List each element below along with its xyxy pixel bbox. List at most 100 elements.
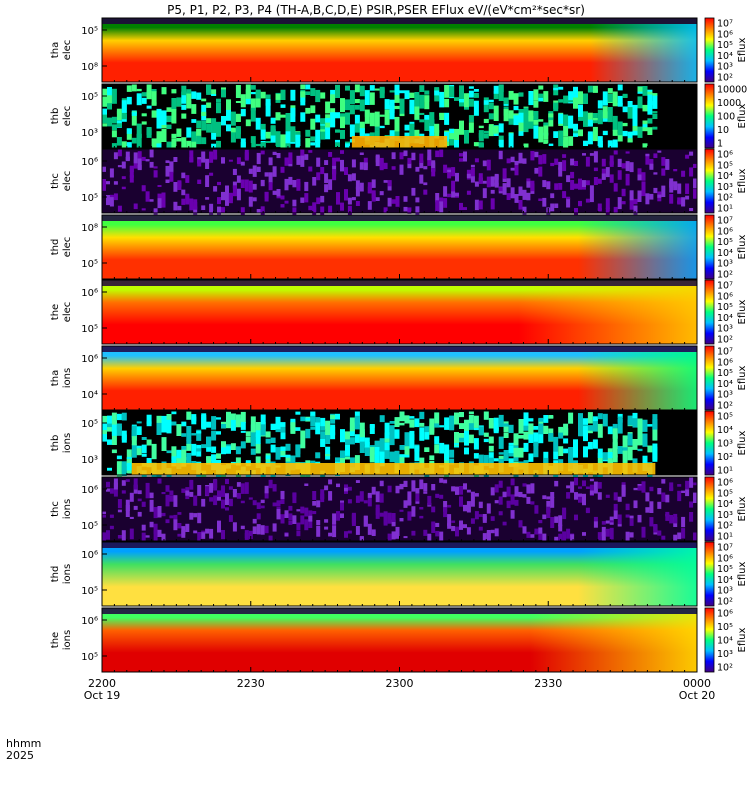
- spectrogram-pixel: [391, 166, 396, 170]
- spectrogram-fade: [578, 221, 697, 279]
- spectrogram-pixel: [424, 114, 430, 120]
- spectrogram-pixel: [196, 448, 202, 452]
- spectrogram-pixel: [216, 98, 221, 103]
- spectrogram-pixel: [459, 433, 464, 443]
- spectrogram-pixel: [355, 495, 360, 503]
- spectrogram-pixel: [389, 451, 395, 463]
- spectrogram-pixel: [296, 522, 301, 531]
- spectrogram-pixel: [513, 105, 519, 111]
- spectrogram-pixel: [375, 154, 380, 163]
- spectrogram-pixel: [345, 112, 350, 125]
- spectrogram-pixel: [117, 205, 122, 212]
- spectrogram-pixel: [528, 110, 534, 120]
- spectrogram-pixel: [447, 523, 452, 529]
- spectrogram-pixel: [498, 480, 503, 488]
- spectrogram-pixel: [355, 180, 360, 190]
- spectrogram-pixel: [439, 425, 445, 428]
- spectrogram-pixel: [528, 101, 534, 106]
- spectrogram-pixel: [225, 493, 229, 505]
- spectrogram-pixel: [173, 201, 178, 211]
- panel-ylabel-probe: tha: [50, 42, 61, 58]
- spectrogram-pixel: [633, 501, 638, 509]
- spectrogram-pixel: [530, 483, 535, 494]
- spectrogram-pixel: [186, 453, 192, 465]
- spectrogram-pixel: [305, 84, 311, 90]
- spectrogram-pixel: [625, 173, 630, 186]
- spectrogram-pixel: [404, 415, 410, 424]
- spectrogram-pixel: [518, 109, 524, 113]
- spectrogram-pixel: [685, 154, 690, 159]
- spectrogram-pixel: [355, 186, 360, 197]
- spectrogram-pixel: [270, 129, 276, 143]
- spectrogram-pixel: [498, 84, 504, 92]
- spectrogram-pixel: [451, 167, 456, 177]
- spectrogram-pixel: [116, 461, 122, 478]
- spectrogram-pixel: [435, 530, 440, 537]
- spectrogram-pixel: [483, 411, 489, 420]
- spectrogram-pixel: [589, 478, 594, 482]
- spectrogram-pixel: [109, 196, 114, 207]
- spectrogram-pixel: [439, 95, 445, 108]
- spectrogram-pixel: [228, 498, 233, 507]
- spectrogram-pixel: [585, 507, 590, 512]
- spectrogram-pixel: [526, 192, 531, 201]
- spectrogram-pixel: [272, 166, 277, 177]
- spectrogram-pixel: [176, 103, 182, 107]
- spectrogram-pixel: [146, 84, 152, 98]
- spectrogram-pixel: [592, 439, 598, 449]
- spectrogram-pixel: [369, 112, 375, 127]
- spectrogram-pixel: [454, 412, 459, 425]
- spectrogram-pixel: [268, 479, 273, 487]
- spectrogram-pixel: [228, 159, 233, 162]
- spectrogram-pixel: [622, 435, 628, 448]
- spectrogram-pixel: [538, 198, 543, 201]
- spectrogram-pixel: [528, 115, 534, 122]
- spectrogram-pixel: [478, 200, 483, 210]
- spectrogram-pixel: [423, 529, 428, 536]
- spectrogram-pixel: [359, 162, 364, 170]
- spectrogram-pixel: [394, 417, 400, 427]
- spectrogram-pixel: [607, 88, 613, 94]
- spectrogram-pixel: [455, 193, 459, 197]
- spectrogram-pixel: [121, 176, 126, 180]
- spectrogram-pixel: [613, 206, 618, 213]
- spectrogram-pixel: [379, 86, 385, 99]
- spectrogram-pixel: [443, 501, 448, 512]
- spectrogram-pixel: [216, 431, 221, 435]
- spectrogram-pixel: [102, 430, 107, 442]
- spectrogram-pixel: [340, 450, 345, 461]
- spectrogram-pixel: [344, 167, 348, 175]
- spectrogram-pixel: [642, 433, 648, 447]
- spectrogram-pixel: [300, 112, 306, 122]
- spectrogram-pixel: [510, 156, 515, 163]
- spectrogram-pixel: [156, 131, 162, 146]
- spectrogram-pixel: [121, 461, 127, 472]
- spectrogram-pixel: [483, 438, 489, 443]
- spectrogram-pixel: [677, 183, 682, 194]
- spectrogram-pixel: [245, 84, 251, 100]
- spectrogram-pixel: [181, 488, 186, 493]
- spectrogram-pixel: [171, 109, 177, 124]
- colorbar-tick-label: 10⁵: [717, 368, 733, 379]
- spectrogram-pixel: [538, 119, 544, 122]
- spectrogram-pixel: [193, 495, 198, 506]
- spectrogram-pixel: [409, 92, 415, 98]
- spectrogram-pixel: [435, 150, 440, 158]
- spectrogram-pixel: [483, 134, 489, 139]
- spectrogram-pixel: [121, 100, 127, 113]
- spectrogram-pixel: [157, 197, 162, 209]
- spectrogram-pixel: [244, 482, 249, 494]
- spectrogram-pixel: [518, 152, 523, 164]
- spectrogram-pixel: [260, 91, 266, 99]
- spectrogram-pixel: [589, 153, 594, 156]
- spectrogram-pixel: [558, 161, 563, 170]
- spectrogram-pixel: [330, 414, 336, 420]
- spectrogram-pixel: [523, 107, 529, 118]
- spectrogram-pixel: [315, 139, 321, 151]
- spectrogram-pixel: [264, 485, 269, 494]
- spectrogram-pixel: [325, 430, 331, 444]
- spectrogram-pixel: [622, 94, 628, 98]
- spectrogram-pixel: [166, 124, 172, 129]
- spectrogram-pixel: [415, 197, 420, 203]
